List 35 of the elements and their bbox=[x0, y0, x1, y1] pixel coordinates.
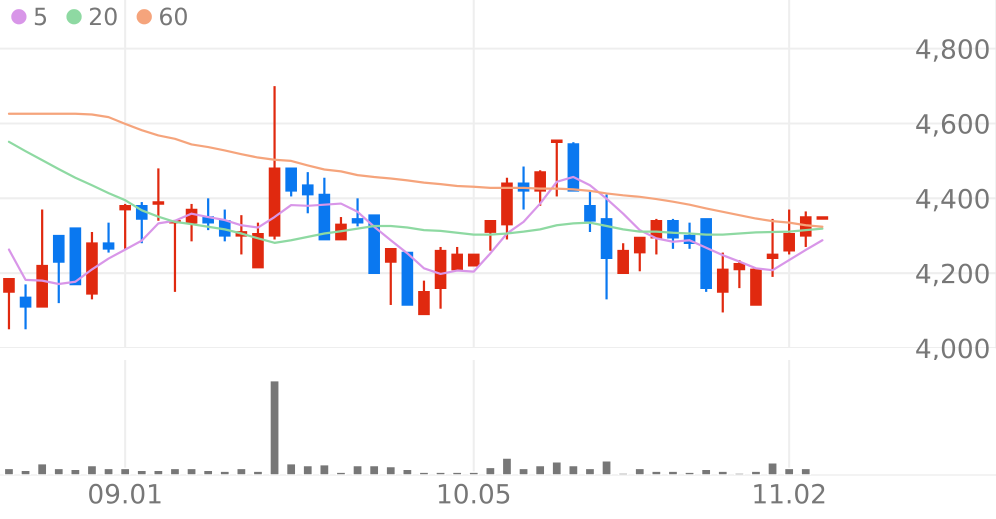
candlestick bbox=[119, 202, 131, 250]
candlestick bbox=[634, 236, 646, 272]
candlestick bbox=[352, 197, 364, 228]
x-tick-label: 09.01 bbox=[89, 484, 160, 504]
candlestick bbox=[302, 171, 314, 214]
line-series bbox=[8, 176, 824, 286]
candlestick bbox=[152, 167, 164, 222]
candlestick bbox=[3, 278, 15, 330]
candlestick bbox=[384, 248, 397, 306]
candlestick bbox=[667, 218, 679, 250]
y-tick-label: 4,200 bbox=[916, 264, 989, 286]
x-tick-label: 10.05 bbox=[438, 484, 510, 504]
candlestick bbox=[484, 220, 496, 252]
y-tick-label: 4,400 bbox=[916, 188, 989, 212]
candlestick bbox=[734, 258, 746, 290]
candlestick bbox=[285, 167, 297, 198]
candlestick bbox=[451, 246, 463, 271]
candlestick bbox=[766, 218, 778, 278]
legend-label: 60 bbox=[160, 8, 187, 26]
candlestick bbox=[468, 254, 480, 267]
candlestick bbox=[20, 283, 32, 330]
candlestick bbox=[102, 222, 114, 254]
x-tick-label: 11.02 bbox=[754, 484, 824, 504]
candlestick bbox=[716, 251, 729, 314]
legend-label: 20 bbox=[90, 8, 117, 26]
y-tick-label: 4,000 bbox=[916, 338, 989, 362]
y-tick-label: 4,800 bbox=[916, 39, 989, 62]
candlestick bbox=[584, 190, 596, 234]
legend-label: 5 bbox=[34, 8, 46, 26]
line-series bbox=[8, 140, 824, 244]
candlestick bbox=[418, 280, 430, 316]
candlestick bbox=[617, 242, 629, 274]
candlestick bbox=[783, 208, 795, 256]
candlestick bbox=[550, 139, 563, 198]
y-tick-label: 4,600 bbox=[916, 114, 989, 137]
